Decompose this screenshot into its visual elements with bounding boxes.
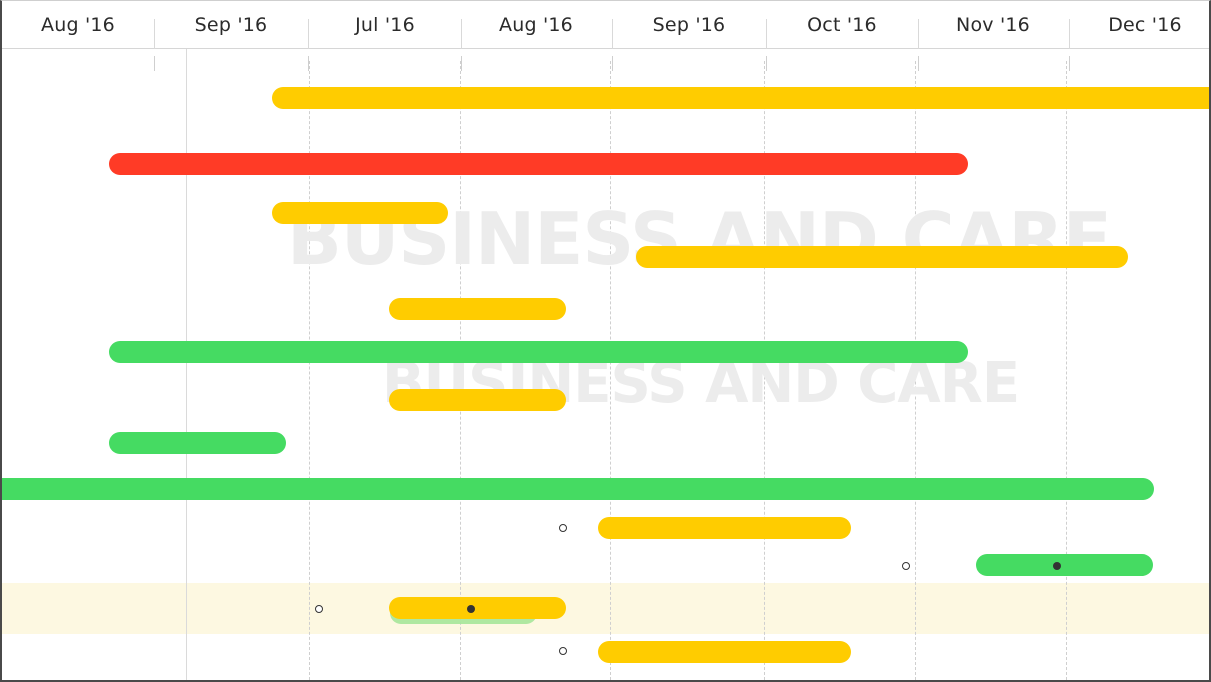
progress-marker[interactable] xyxy=(467,605,475,613)
progress-marker[interactable] xyxy=(1053,562,1061,570)
tick-stub xyxy=(308,56,309,71)
task-bar[interactable] xyxy=(109,153,968,175)
grid-line xyxy=(460,61,461,680)
month-label-sep-16-a: Sep '16 xyxy=(194,14,268,36)
task-bar[interactable] xyxy=(272,87,1209,109)
month-label-aug-16-a: Aug '16 xyxy=(41,14,115,36)
start-marker[interactable] xyxy=(315,605,323,613)
grid-line xyxy=(915,61,916,680)
header-separator xyxy=(461,19,462,49)
grid-line xyxy=(610,61,611,680)
start-marker[interactable] xyxy=(559,524,567,532)
header-separator xyxy=(1069,19,1070,49)
task-bar[interactable] xyxy=(598,641,851,663)
tick-stub xyxy=(461,56,462,71)
selected-row-highlight xyxy=(2,583,1209,634)
grid-line xyxy=(764,61,765,680)
task-bar[interactable] xyxy=(2,478,1154,500)
grid-line xyxy=(1066,61,1067,680)
header-separator xyxy=(308,19,309,49)
task-bar[interactable] xyxy=(389,597,566,619)
start-marker[interactable] xyxy=(902,562,910,570)
task-bar[interactable] xyxy=(272,202,448,224)
header-separator xyxy=(154,19,155,49)
task-bar[interactable] xyxy=(389,389,566,411)
task-bar[interactable] xyxy=(976,554,1153,576)
tick-stub xyxy=(154,56,155,71)
month-label-nov-16: Nov '16 xyxy=(956,14,1030,36)
header-separator xyxy=(766,19,767,49)
tick-stub xyxy=(612,56,613,71)
task-bar[interactable] xyxy=(109,341,968,363)
month-label-aug-16-b: Aug '16 xyxy=(499,14,573,36)
month-label-sep-16-b: Sep '16 xyxy=(652,14,726,36)
header-separator xyxy=(918,19,919,49)
start-marker[interactable] xyxy=(559,647,567,655)
task-bar[interactable] xyxy=(109,432,286,454)
task-bar[interactable] xyxy=(636,246,1128,268)
timeline-header: Aug '16 Sep '16 Jul '16 Aug '16 Sep '16 … xyxy=(2,1,1209,49)
month-label-jul-16: Jul '16 xyxy=(355,14,415,36)
today-line xyxy=(186,48,187,680)
tick-stub xyxy=(918,56,919,71)
month-label-dec-16: Dec '16 xyxy=(1108,14,1182,36)
month-label-oct-16: Oct '16 xyxy=(807,14,877,36)
grid-line xyxy=(309,61,310,680)
tick-stub xyxy=(766,56,767,71)
header-separator xyxy=(612,19,613,49)
task-bar[interactable] xyxy=(598,517,851,539)
tick-stub xyxy=(1069,56,1070,71)
task-bar[interactable] xyxy=(389,298,566,320)
